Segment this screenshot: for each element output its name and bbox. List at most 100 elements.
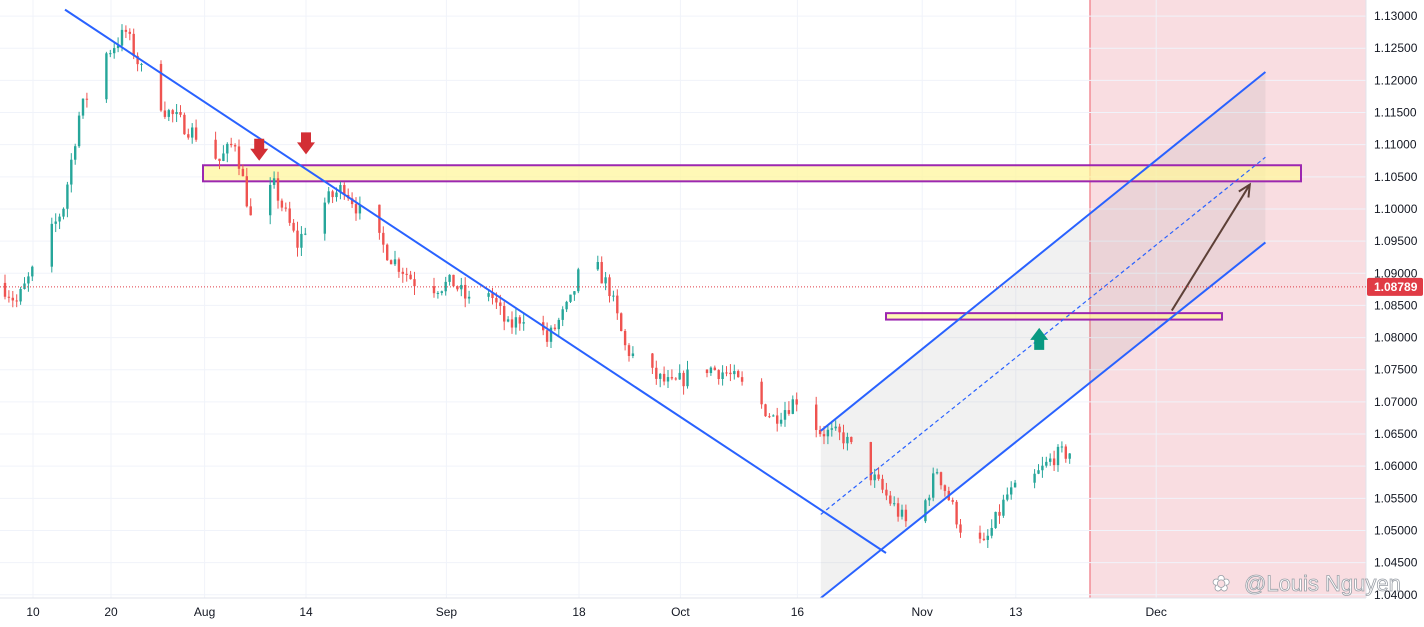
candle-body xyxy=(725,372,728,374)
candle-body xyxy=(885,489,888,496)
candle-body xyxy=(779,419,783,424)
candle-body xyxy=(776,415,779,424)
candle-body xyxy=(943,485,947,491)
candle-body xyxy=(620,313,623,332)
candle-body xyxy=(616,295,619,314)
candle-body xyxy=(491,293,494,299)
watermark-text: @Louis Nguyen xyxy=(1244,571,1401,596)
candle-body xyxy=(77,115,81,147)
price-tick-label: 1.04500 xyxy=(1374,556,1418,570)
candle-body xyxy=(557,319,560,330)
candle-body xyxy=(1049,458,1052,462)
candle-body xyxy=(1052,458,1056,466)
price-tick-label: 1.06000 xyxy=(1374,459,1418,473)
price-axis[interactable] xyxy=(1366,0,1424,622)
candle-body xyxy=(66,184,69,209)
candle-body xyxy=(772,415,775,417)
candle-body xyxy=(304,233,307,235)
price-tick-label: 1.09500 xyxy=(1374,234,1418,248)
watermark-logo-icon: ✿ xyxy=(1212,571,1230,596)
time-tick-label: Sep xyxy=(436,605,458,619)
candle-body xyxy=(709,367,713,374)
candle-body xyxy=(179,112,182,115)
candle-body xyxy=(140,63,143,65)
candle-body xyxy=(113,48,116,54)
candle-body xyxy=(818,429,822,435)
candle-body xyxy=(105,53,108,100)
candle-body xyxy=(397,259,401,272)
time-tick-label: 16 xyxy=(791,605,805,619)
channel-upper-line[interactable] xyxy=(820,71,1267,432)
candle-body xyxy=(460,284,463,290)
candle-body xyxy=(15,300,18,302)
projection-arrow-head-icon[interactable] xyxy=(1238,182,1252,198)
candle-body xyxy=(928,497,931,501)
candle-body xyxy=(464,284,467,299)
candle-body xyxy=(85,98,89,100)
candle-body xyxy=(401,271,404,274)
candle-body xyxy=(850,436,853,443)
candle-body xyxy=(1064,446,1067,459)
candle-body xyxy=(269,184,272,216)
time-tick-label: 20 xyxy=(104,605,118,619)
price-tick-label: 1.12500 xyxy=(1374,41,1418,55)
candle-body xyxy=(815,404,818,430)
candle-body xyxy=(577,269,580,292)
downtrend-line[interactable] xyxy=(64,8,887,554)
candle-body xyxy=(81,98,85,116)
candle-body xyxy=(705,369,709,374)
candle-body xyxy=(393,259,397,265)
candle-body xyxy=(873,474,876,481)
resistance-zone[interactable] xyxy=(202,164,1302,183)
candle-body xyxy=(1045,461,1048,466)
channel-lower-line[interactable] xyxy=(820,241,1267,599)
candle-body xyxy=(300,233,303,248)
candle-body xyxy=(631,353,635,356)
zones-layer[interactable] xyxy=(202,164,1302,321)
candle-body xyxy=(573,291,576,295)
time-axis[interactable] xyxy=(0,598,1424,622)
candle-body xyxy=(982,538,986,540)
time-tick-label: 10 xyxy=(26,605,40,619)
candle-body xyxy=(245,176,248,207)
candle-body xyxy=(655,367,658,379)
last-price-badge[interactable] xyxy=(1367,277,1423,296)
candle-body xyxy=(994,511,997,528)
support-zone[interactable] xyxy=(885,312,1223,321)
candle-body xyxy=(1033,473,1036,483)
candle-body xyxy=(132,33,135,56)
candle-body xyxy=(70,159,73,185)
arrow-up-icon[interactable] xyxy=(1030,327,1049,350)
candle-body xyxy=(510,319,514,328)
trend-lines-layer[interactable] xyxy=(64,8,1267,599)
candle-body xyxy=(733,371,736,375)
candle-body xyxy=(990,527,993,536)
candle-body xyxy=(350,198,354,205)
candle-body xyxy=(175,112,178,115)
arrow-down-icon[interactable] xyxy=(250,138,269,161)
candle-body xyxy=(272,178,276,185)
candle-body xyxy=(623,331,627,346)
candle-body xyxy=(713,367,716,371)
markers-layer[interactable] xyxy=(250,132,1049,350)
price-tick-label: 1.07500 xyxy=(1374,363,1418,377)
arrow-down-icon[interactable] xyxy=(297,132,315,155)
candle-body xyxy=(924,500,927,522)
candle-body xyxy=(795,399,798,405)
candle-body xyxy=(280,200,284,208)
projection-arrow-line[interactable] xyxy=(1170,184,1251,312)
candle-body xyxy=(978,532,982,539)
candle-body xyxy=(335,192,338,198)
candle-body xyxy=(237,146,241,169)
candle-body xyxy=(327,191,330,203)
time-tick-label: 14 xyxy=(299,605,313,619)
candle-body xyxy=(218,158,221,161)
candle-body xyxy=(194,127,198,140)
candle-body xyxy=(896,503,900,517)
candle-body xyxy=(128,31,131,34)
candle-body xyxy=(120,29,124,46)
candle-body xyxy=(495,298,498,303)
